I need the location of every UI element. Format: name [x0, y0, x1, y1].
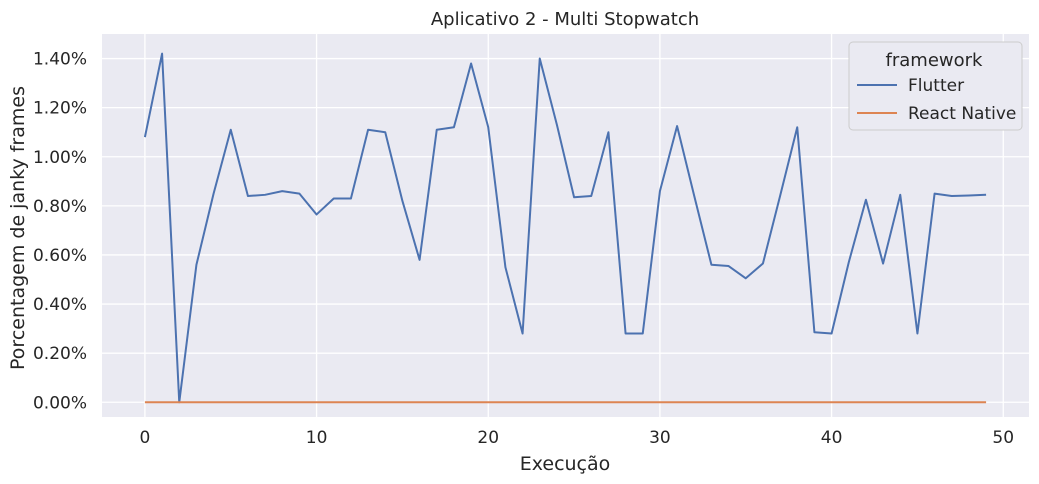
series-layer	[143, 52, 987, 404]
x-axis-ticks: 0 10 20 30 40 50	[140, 428, 1015, 448]
x-tick-label: 50	[992, 428, 1014, 448]
y-tick-label: 0.80%	[33, 197, 87, 217]
y-tick-label: 0.00%	[33, 393, 87, 413]
y-tick-label: 0.20%	[33, 344, 87, 364]
y-axis-ticks: 0.00% 0.20% 0.40% 0.60% 0.80% 1.00% 1.20% 1.40%	[33, 50, 87, 414]
x-tick-label: 0	[140, 428, 151, 448]
series-line-flutter	[143, 52, 987, 404]
x-tick-label: 40	[821, 428, 843, 448]
legend-box	[848, 41, 1023, 131]
y-tick-label: 1.20%	[33, 99, 87, 119]
x-axis-label: Execução	[520, 453, 611, 475]
y-axis-label: Porcentagem de janky frames	[7, 86, 29, 370]
legend-title: framework	[886, 50, 984, 71]
legend-label-react-native: React Native	[908, 104, 1016, 124]
chart-title: Aplicativo 2 - Multi Stopwatch	[431, 9, 699, 30]
y-tick-label: 1.40%	[33, 50, 87, 70]
y-tick-label: 0.60%	[33, 246, 87, 266]
legend-label-flutter: Flutter	[908, 76, 964, 96]
y-tick-label: 1.00%	[33, 148, 87, 168]
x-tick-label: 20	[477, 428, 499, 448]
x-tick-label: 30	[649, 428, 671, 448]
x-tick-label: 10	[306, 428, 328, 448]
y-tick-label: 0.40%	[33, 295, 87, 315]
legend: framework Flutter React Native	[848, 41, 1023, 131]
